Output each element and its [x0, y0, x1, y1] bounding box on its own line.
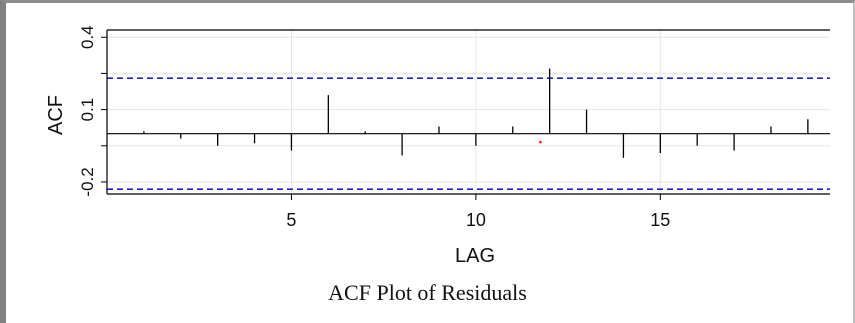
confidence-bounds [107, 77, 830, 190]
red-point [539, 140, 542, 144]
axes [101, 29, 830, 200]
y-axis-label: ACF [45, 95, 67, 135]
x-tick-label: 10 [466, 210, 486, 230]
acf-stems [143, 68, 809, 158]
x-tick-label: 15 [650, 210, 670, 230]
tick-labels: 0.4 0.1 -0.2 5 10 15 [78, 25, 670, 230]
x-axis-label: LAG [455, 245, 495, 267]
grid-lines [107, 30, 830, 194]
y-tick-label: 0.1 [78, 98, 97, 122]
figure-caption: ACF Plot of Residuals [328, 280, 527, 305]
y-tick-label: -0.2 [78, 167, 97, 196]
x-tick-label: 5 [286, 210, 296, 230]
y-tick-label: 0.4 [78, 25, 97, 49]
